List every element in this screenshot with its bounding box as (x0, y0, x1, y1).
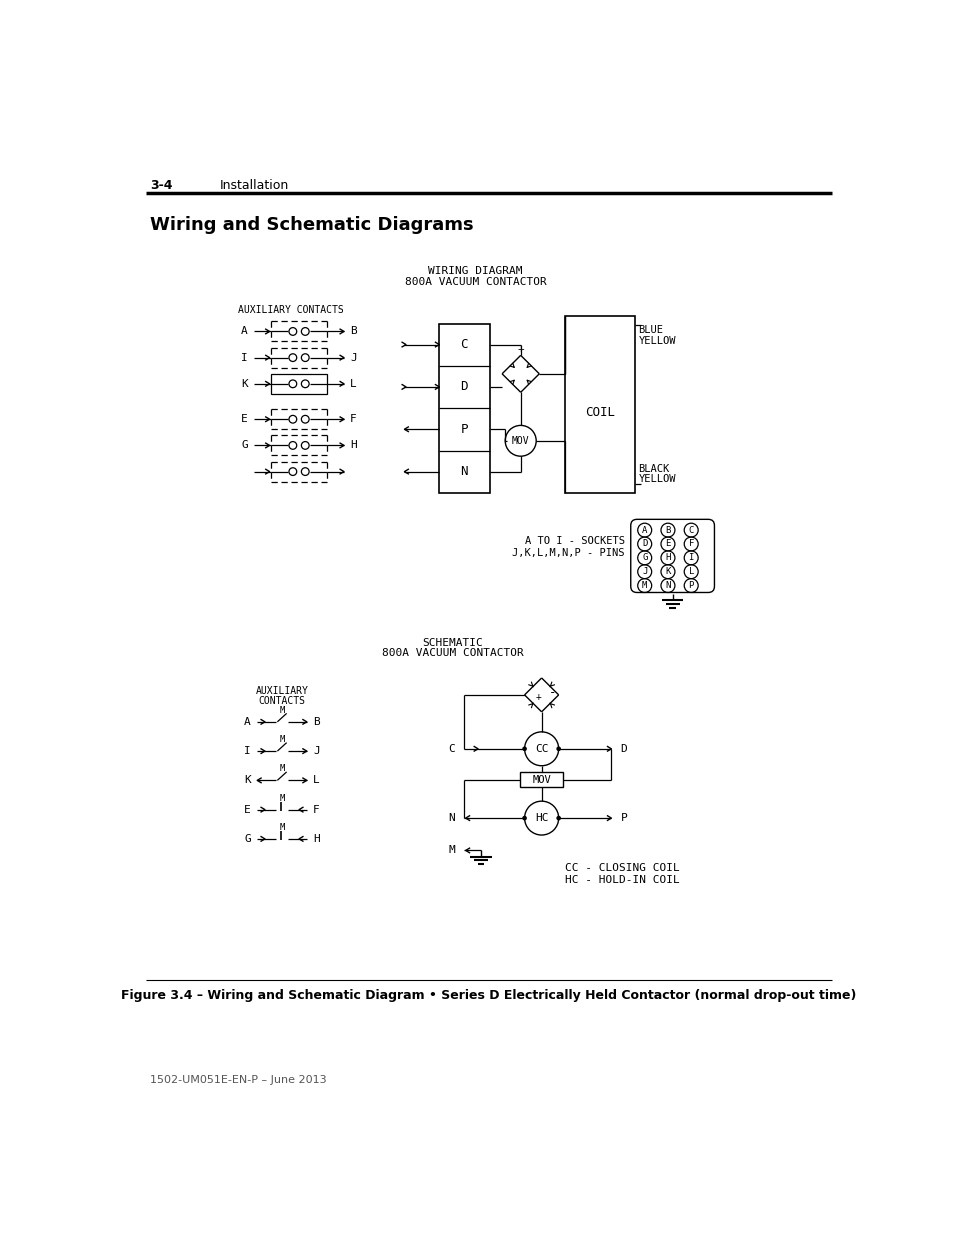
Text: K: K (241, 379, 248, 389)
Text: G: G (641, 553, 647, 562)
Text: M: M (279, 794, 284, 803)
Bar (519, 772, 562, 787)
Circle shape (521, 816, 526, 820)
Text: BLUE: BLUE (638, 325, 662, 335)
Text: M: M (641, 580, 647, 590)
Text: K: K (244, 776, 251, 785)
Text: I: I (244, 746, 251, 756)
Text: MOV: MOV (512, 436, 529, 446)
Text: L: L (688, 567, 693, 577)
Circle shape (556, 746, 560, 751)
Text: Wiring and Schematic Diagrams: Wiring and Schematic Diagrams (150, 216, 474, 235)
Text: G: G (244, 834, 251, 844)
Text: M: M (279, 823, 284, 832)
Circle shape (556, 816, 560, 820)
Text: B: B (664, 526, 670, 535)
Text: Installation: Installation (220, 179, 289, 191)
Text: D: D (620, 743, 627, 753)
Text: H: H (664, 553, 670, 562)
Text: BLACK: BLACK (638, 463, 669, 473)
Text: M: M (279, 735, 284, 743)
Bar (271, 374, 327, 394)
Text: F: F (313, 805, 319, 815)
Text: HC - HOLD-IN COIL: HC - HOLD-IN COIL (564, 874, 679, 884)
Text: CC - CLOSING COIL: CC - CLOSING COIL (564, 863, 679, 873)
Text: E: E (244, 805, 251, 815)
Text: D: D (460, 380, 467, 394)
Text: A TO I - SOCKETS: A TO I - SOCKETS (524, 536, 624, 546)
Text: J: J (350, 353, 356, 363)
Text: G: G (241, 441, 248, 451)
Bar (564, 316, 634, 493)
Text: COIL: COIL (584, 406, 614, 419)
Text: J: J (313, 746, 319, 756)
Text: N: N (664, 580, 670, 590)
Text: F: F (688, 540, 693, 548)
Text: SCHEMATIC: SCHEMATIC (421, 637, 482, 647)
Text: C: C (460, 338, 467, 351)
Text: M: M (279, 705, 284, 715)
Text: E: E (241, 414, 248, 425)
Text: N: N (448, 813, 455, 823)
Text: A: A (241, 326, 248, 336)
Text: I: I (688, 553, 693, 562)
Circle shape (521, 746, 526, 751)
Text: F: F (350, 414, 356, 425)
Text: CONTACTS: CONTACTS (258, 697, 305, 706)
Text: -: - (548, 687, 556, 699)
Text: 800A VACUUM CONTACTOR: 800A VACUUM CONTACTOR (404, 277, 546, 288)
Text: Figure 3.4 – Wiring and Schematic Diagram • Series D Electrically Held Contactor: Figure 3.4 – Wiring and Schematic Diagra… (121, 989, 856, 1002)
Text: H: H (313, 834, 319, 844)
Text: M: M (279, 764, 284, 773)
Text: L: L (350, 379, 356, 389)
Text: B: B (350, 326, 356, 336)
Text: CC: CC (535, 743, 548, 753)
Text: M: M (448, 846, 455, 856)
Text: P: P (460, 422, 467, 436)
Text: AUXILIARY CONTACTS: AUXILIARY CONTACTS (238, 305, 344, 315)
Text: YELLOW: YELLOW (638, 336, 676, 346)
Text: YELLOW: YELLOW (638, 474, 676, 484)
Text: I: I (241, 353, 248, 363)
Text: MOV: MOV (532, 774, 551, 784)
Text: A: A (641, 526, 647, 535)
Text: C: C (688, 526, 693, 535)
Text: +: + (517, 345, 523, 354)
Text: A: A (244, 716, 251, 727)
Text: 3-4: 3-4 (150, 179, 172, 191)
Text: N: N (460, 466, 467, 478)
Bar (439, 324, 489, 493)
Text: AUXILIARY: AUXILIARY (255, 687, 308, 697)
Text: P: P (688, 580, 693, 590)
Text: HC: HC (535, 813, 548, 823)
Text: J: J (641, 567, 647, 577)
Text: C: C (448, 743, 455, 753)
Text: D: D (641, 540, 647, 548)
Text: J,K,L,M,N,P - PINS: J,K,L,M,N,P - PINS (512, 548, 624, 558)
Text: P: P (620, 813, 627, 823)
Text: H: H (350, 441, 356, 451)
Text: B: B (313, 716, 319, 727)
Text: 800A VACUUM CONTACTOR: 800A VACUUM CONTACTOR (381, 648, 523, 658)
Text: K: K (664, 567, 670, 577)
Text: WIRING DIAGRAM: WIRING DIAGRAM (428, 267, 522, 277)
Text: 1502-UM051E-EN-P – June 2013: 1502-UM051E-EN-P – June 2013 (150, 1074, 327, 1084)
Text: E: E (664, 540, 670, 548)
Text: L: L (313, 776, 319, 785)
Text: +: + (535, 692, 541, 703)
